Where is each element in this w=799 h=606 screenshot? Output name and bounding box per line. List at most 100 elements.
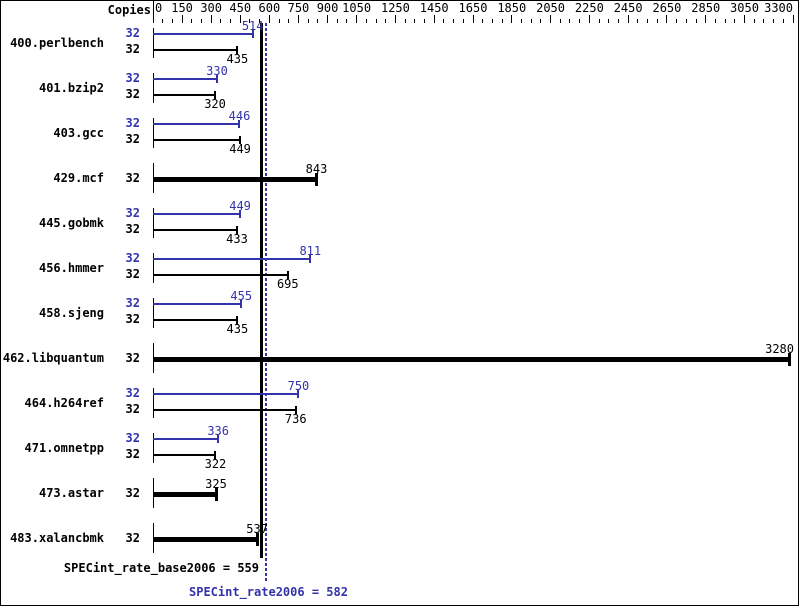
- axis-tick-minor: [259, 19, 261, 23]
- base-bar: [153, 409, 296, 411]
- axis-tick-major: [433, 15, 435, 23]
- peak-value-label: 336: [207, 424, 229, 438]
- bar-end-cap: [294, 406, 297, 414]
- rate-value-label: 537: [246, 522, 268, 536]
- peak-bar: [153, 78, 217, 80]
- axis-tick-minor: [443, 19, 445, 23]
- copies-value: 32: [125, 251, 140, 265]
- rate-bar: [153, 492, 217, 497]
- bar-end-cap: [215, 488, 219, 501]
- rate-bar: [153, 357, 790, 362]
- peak-bar: [153, 213, 241, 215]
- axis-tick-minor: [685, 19, 687, 23]
- benchmark-label: 456.hmmer: [38, 261, 104, 275]
- base-value-label: 449: [229, 142, 251, 156]
- axis-tick-label: 2650: [652, 1, 682, 15]
- peak-value-label: 446: [228, 109, 251, 123]
- copies-value: 32: [125, 206, 140, 220]
- axis-tick-minor: [647, 19, 649, 23]
- axis-tick-label: 750: [287, 1, 310, 15]
- peak-value-label: 449: [229, 199, 251, 213]
- axis-tick-label: 300: [200, 1, 223, 15]
- axis-tick-minor: [220, 19, 222, 23]
- axis-tick-minor: [278, 19, 280, 23]
- bar-end-cap: [238, 120, 241, 128]
- axis-tick-label: 3300: [764, 1, 793, 15]
- bar-end-cap: [240, 300, 243, 308]
- axis-tick-minor: [637, 19, 639, 23]
- axis-tick-label: 2250: [574, 1, 604, 15]
- base-reference-line: [260, 23, 264, 558]
- axis-tick-major: [744, 15, 745, 23]
- benchmark-row: 483.xalancbmk 32 537: [1, 517, 798, 562]
- axis-tick-major: [666, 15, 668, 23]
- axis-tick-label: 2850: [691, 1, 721, 15]
- axis-tick-major: [181, 15, 183, 23]
- benchmark-label: 462.libquantum: [2, 351, 104, 365]
- benchmark-label: 483.xalancbmk: [10, 531, 104, 545]
- base-value-label: 435: [226, 52, 249, 66]
- axis-tick-major: [356, 15, 358, 23]
- benchmark-row: 403.gcc 32 446 32 449: [1, 109, 798, 157]
- axis-tick-minor: [676, 19, 678, 23]
- benchmark-label: 471.omnetpp: [24, 441, 104, 455]
- benchmark-row: 464.h264ref 32 750 32 736: [1, 379, 798, 427]
- benchmark-row: 458.sjeng 32 455 32 435: [1, 289, 798, 337]
- base-value-label: 320: [204, 97, 226, 111]
- axis-tick-major: [588, 15, 590, 23]
- base-value-label: 433: [226, 232, 248, 246]
- axis-tick-minor: [540, 19, 542, 23]
- axis-tick-minor: [491, 19, 493, 23]
- axis-tick-minor: [559, 19, 561, 23]
- bar-end-cap: [216, 75, 218, 83]
- benchmark-label: 429.mcf: [53, 171, 104, 185]
- axis-tick-minor: [520, 19, 522, 23]
- copies-value: 32: [125, 116, 140, 130]
- axis-tick-minor: [249, 19, 251, 23]
- copies-value: 32: [125, 312, 140, 326]
- axis-tick-minor: [773, 19, 775, 23]
- zero-line: [153, 28, 154, 58]
- zero-line: [153, 118, 154, 148]
- copies-value: 32: [125, 171, 140, 185]
- axis-tick-minor: [482, 19, 484, 23]
- peak-value-label: 750: [287, 379, 310, 393]
- benchmark-row: 473.astar 32 325: [1, 472, 798, 517]
- axis-tick-minor: [462, 19, 464, 23]
- zero-line: [153, 208, 154, 238]
- copies-value: 32: [125, 531, 140, 545]
- benchmark-row: 429.mcf 32 843: [1, 157, 798, 202]
- axis-tick-minor: [734, 19, 736, 23]
- copies-value: 32: [125, 132, 140, 146]
- axis-tick-label: 450: [229, 1, 252, 15]
- zero-line: [153, 73, 154, 103]
- copies-value: 32: [125, 386, 140, 400]
- zero-line: [153, 298, 154, 328]
- copies-value: 32: [125, 71, 140, 85]
- axis-tick-major: [394, 15, 396, 23]
- copies-value: 32: [125, 351, 140, 365]
- summary-base-text: SPECint_rate_base2006 = 559: [63, 561, 259, 575]
- bar-end-cap: [214, 451, 217, 459]
- peak-bar: [153, 303, 242, 305]
- rate-bar: [153, 177, 317, 182]
- base-value-label: 736: [284, 412, 307, 426]
- peak-value-label: 455: [230, 289, 253, 303]
- bar-end-cap: [214, 91, 217, 99]
- axis-tick-major: [705, 15, 707, 23]
- copies-value: 32: [125, 486, 140, 500]
- copies-value: 32: [125, 431, 140, 445]
- rate-bar: [153, 537, 258, 542]
- axis-tick-major: [511, 15, 513, 23]
- axis-tick-minor: [307, 19, 309, 23]
- base-bar: [153, 139, 241, 141]
- axis-tick-major: [210, 15, 212, 23]
- axis-tick-minor: [191, 19, 193, 23]
- bar-end-cap: [236, 316, 239, 324]
- axis-tick-label: 1650: [458, 1, 488, 15]
- axis-tick-major: [550, 15, 552, 23]
- axis-tick-minor: [724, 19, 726, 23]
- peak-reference-line: [264, 23, 267, 582]
- base-bar: [153, 319, 238, 321]
- benchmark-label: 464.h264ref: [24, 396, 104, 410]
